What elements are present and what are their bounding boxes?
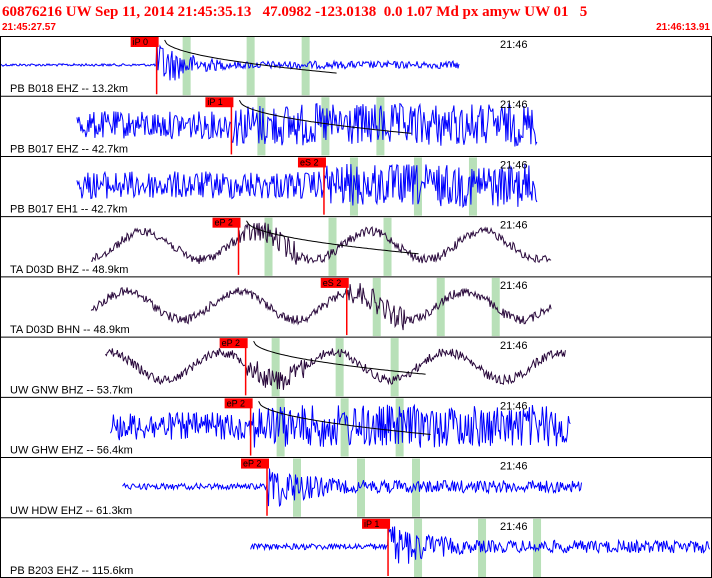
pick-label-box xyxy=(130,37,159,47)
channel-label: UW GHW EHZ -- 56.4km xyxy=(10,445,133,457)
channel-label: TA D03D BHZ -- 48.9km xyxy=(10,264,128,276)
pick-label: iP 0 xyxy=(133,37,148,47)
waveform-trace xyxy=(76,163,538,209)
seismogram-panels[interactable]: iP 0 21:46 PB B018 EHZ -- 13.2km iP 1 21:46 P… xyxy=(0,36,712,578)
channel-panel[interactable]: eP 2 21:46 TA D03D BHZ -- 48.9km xyxy=(0,216,712,276)
pick-label-box xyxy=(241,458,269,469)
channel-panel[interactable]: iP 1 21:46 PB B017 EHZ -- 42.7km xyxy=(0,95,712,156)
pick-label: iP 1 xyxy=(364,519,379,529)
pick-label-box xyxy=(297,157,326,168)
pick-label: eP 2 xyxy=(222,338,240,348)
channel-label: PB B203 EHZ -- 115.6km xyxy=(10,565,133,577)
window-start-time: 21:45:27.57 xyxy=(2,22,56,33)
waveform-trace xyxy=(0,40,460,81)
time-window-band xyxy=(335,338,344,397)
time-window-band xyxy=(390,338,399,397)
time-window-band xyxy=(276,398,285,457)
time-window-band xyxy=(328,217,337,276)
channel-label: TA D03D BHN -- 48.9km xyxy=(10,324,130,336)
channel-panel[interactable]: iP 0 21:46 PB B018 EHZ -- 13.2km xyxy=(0,36,712,96)
pick-label-box xyxy=(224,398,253,409)
time-tick-label: 21:46 xyxy=(500,99,528,111)
time-tick-label: 21:46 xyxy=(500,340,528,352)
time-window-band xyxy=(264,217,273,276)
channel-panel[interactable]: eS 2 21:46 TA D03D BHN -- 48.9km xyxy=(0,276,712,337)
window-end-time: 21:46:13.91 xyxy=(656,22,710,33)
channel-label: PB B017 EH1 -- 42.7km xyxy=(10,204,127,216)
pick-label-box xyxy=(219,338,248,349)
coda-curve xyxy=(164,39,337,74)
channel-panel[interactable]: eS 2 21:46 PB B017 EH1 -- 42.7km xyxy=(0,155,712,216)
time-window-band xyxy=(340,398,349,457)
event-header: 60876216 UW Sep 11, 2014 21:45:35.13 47.… xyxy=(2,4,588,20)
time-tick-label: 21:46 xyxy=(500,220,528,232)
time-window-band xyxy=(376,97,385,156)
channel-label: UW HDW EHZ -- 61.3km xyxy=(10,505,132,517)
channel-label: PB B018 EHZ -- 13.2km xyxy=(10,83,128,95)
time-tick-label: 21:46 xyxy=(500,400,528,412)
time-window-band xyxy=(257,97,266,156)
channel-panel[interactable]: eP 2 21:46 UW HDW EHZ -- 61.3km xyxy=(0,457,712,517)
time-tick-label: 21:46 xyxy=(500,159,528,171)
channel-panel[interactable]: iP 1 21:46 PB B203 EHZ -- 115.6km xyxy=(0,517,712,577)
coda-curve xyxy=(253,340,426,375)
waveform-trace xyxy=(91,222,552,265)
time-window-band xyxy=(395,398,404,457)
time-tick-label: 21:46 xyxy=(500,461,528,473)
pick-label-box xyxy=(212,217,241,228)
coda-curve xyxy=(246,220,419,255)
time-window-band xyxy=(436,277,445,337)
time-window-band xyxy=(271,338,280,397)
pick-label-box xyxy=(205,97,234,108)
traces-canvas[interactable]: iP 0 21:46 PB B018 EHZ -- 13.2km iP 1 21:46 P… xyxy=(0,36,712,578)
time-tick-label: 21:46 xyxy=(500,280,528,292)
time-window-band xyxy=(491,277,500,337)
channel-label: UW GNW BHZ -- 53.7km xyxy=(10,384,133,396)
channel-panel[interactable]: eP 2 21:46 UW GHW EHZ -- 56.4km xyxy=(0,396,712,457)
time-window-band xyxy=(383,217,392,276)
time-window-band xyxy=(414,518,423,577)
coda-curve xyxy=(258,401,431,435)
waveform-trace xyxy=(122,468,582,507)
pick-label-box xyxy=(362,518,391,529)
pick-label: eS 2 xyxy=(323,278,342,288)
time-tick-label: 21:46 xyxy=(500,521,528,533)
coda-curve xyxy=(238,99,412,134)
time-window-band xyxy=(413,157,422,216)
pick-label: eP 2 xyxy=(243,459,261,469)
channel-label: PB B017 EHZ -- 42.7km xyxy=(10,143,128,155)
time-window-band xyxy=(293,458,301,517)
pick-label: eP 2 xyxy=(215,218,233,228)
waveform-trace xyxy=(250,526,711,564)
channel-panel[interactable]: eP 2 21:46 UW GNW BHZ -- 53.7km xyxy=(0,336,712,397)
pick-label: iP 1 xyxy=(207,97,222,107)
waveform-trace xyxy=(105,348,566,390)
waveform-trace xyxy=(109,403,571,448)
pick-label: eS 2 xyxy=(300,157,319,167)
waveform-trace xyxy=(76,102,538,147)
pick-label: eP 2 xyxy=(227,398,245,408)
waveform-trace xyxy=(90,283,552,331)
time-tick-label: 21:46 xyxy=(500,39,528,51)
pick-label-box xyxy=(320,277,349,288)
